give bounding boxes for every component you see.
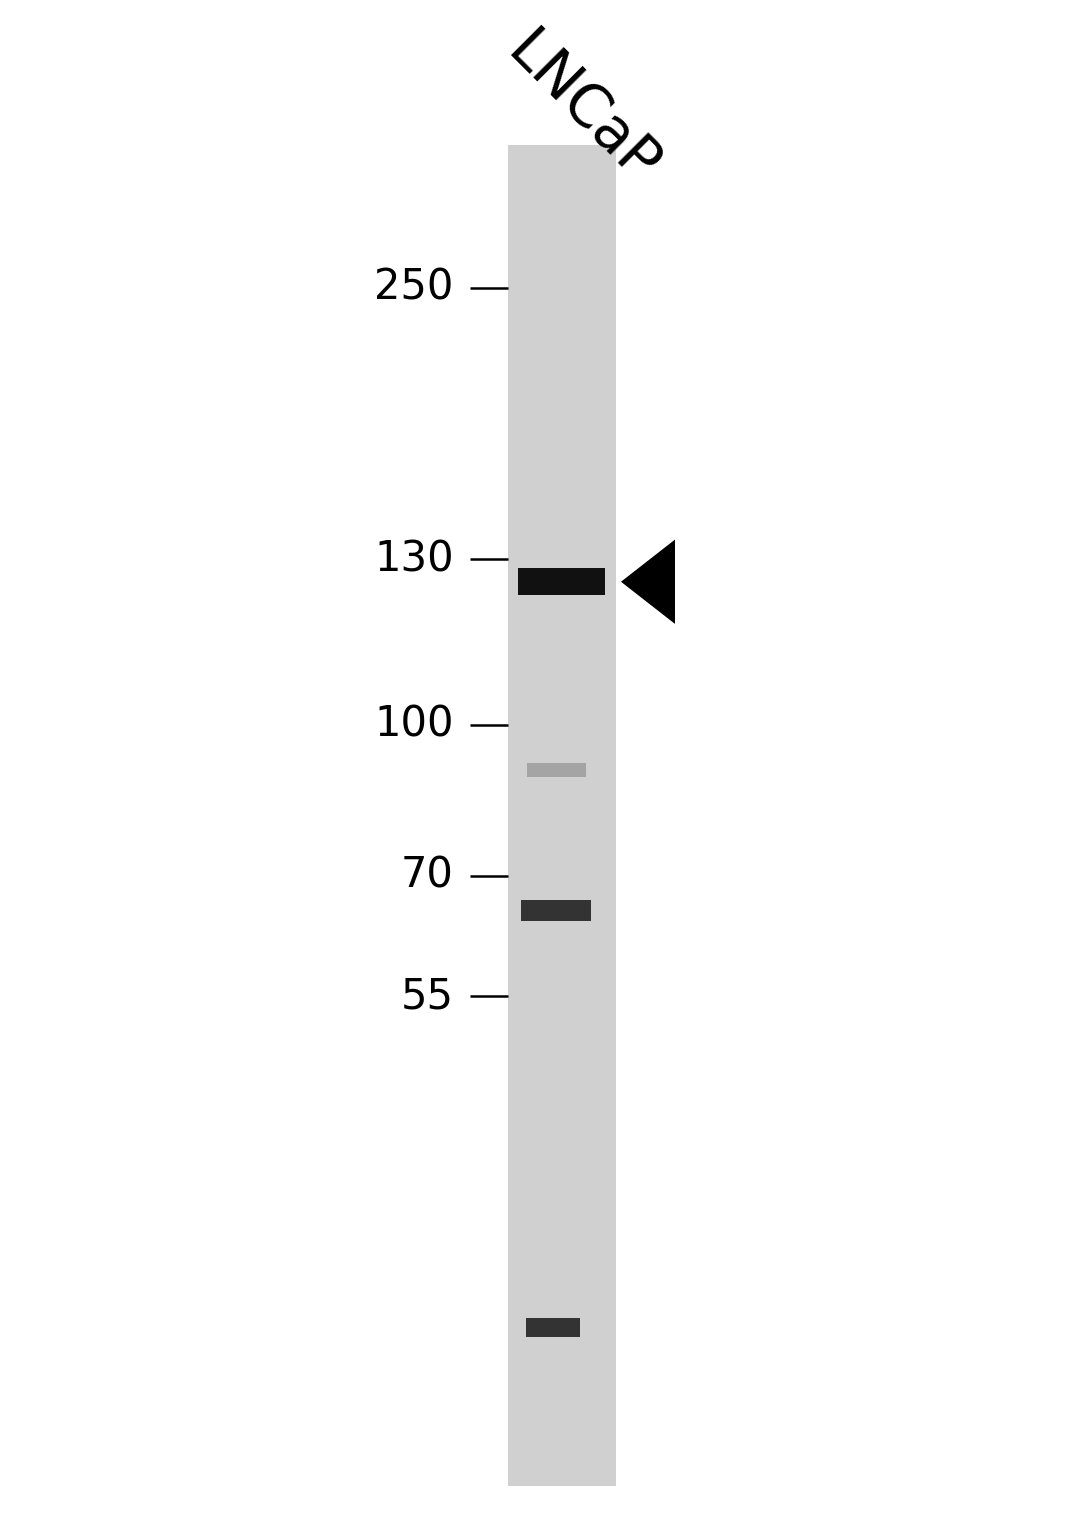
- Text: LNCaP: LNCaP: [495, 23, 669, 196]
- Bar: [508, 145, 616, 1485]
- Text: 70: 70: [401, 854, 454, 897]
- Bar: [526, 1318, 580, 1338]
- Text: 250: 250: [375, 266, 454, 309]
- Bar: [522, 900, 592, 920]
- Bar: [527, 764, 585, 776]
- Text: 130: 130: [374, 539, 454, 580]
- Text: 55: 55: [401, 975, 454, 1017]
- Text: 100: 100: [374, 704, 454, 746]
- Bar: [518, 568, 605, 596]
- Polygon shape: [621, 539, 675, 625]
